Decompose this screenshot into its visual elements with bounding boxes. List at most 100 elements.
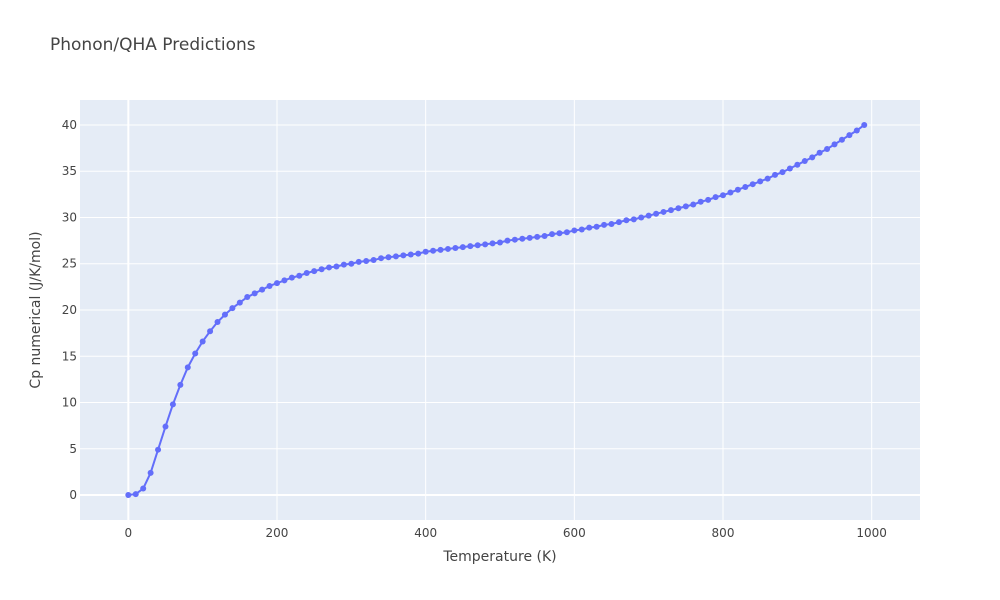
data-point[interactable]: [593, 223, 600, 230]
data-point[interactable]: [392, 253, 399, 260]
data-point[interactable]: [838, 136, 845, 143]
data-point[interactable]: [422, 248, 429, 255]
data-point[interactable]: [504, 237, 511, 244]
data-point[interactable]: [541, 232, 548, 239]
data-point[interactable]: [288, 274, 295, 281]
data-point[interactable]: [452, 245, 459, 252]
data-point[interactable]: [192, 350, 199, 357]
data-point[interactable]: [653, 210, 660, 217]
data-point[interactable]: [318, 266, 325, 273]
data-point[interactable]: [363, 257, 370, 264]
data-point[interactable]: [467, 243, 474, 250]
data-point[interactable]: [437, 246, 444, 253]
data-point[interactable]: [497, 239, 503, 246]
data-point[interactable]: [489, 240, 496, 247]
data-point[interactable]: [727, 189, 734, 196]
data-point[interactable]: [259, 286, 266, 293]
data-point[interactable]: [682, 203, 689, 210]
data-point[interactable]: [378, 255, 385, 262]
data-point[interactable]: [601, 221, 608, 228]
data-point[interactable]: [326, 264, 333, 271]
data-point[interactable]: [779, 169, 786, 176]
data-point[interactable]: [578, 226, 585, 233]
data-point[interactable]: [251, 290, 258, 297]
data-point[interactable]: [444, 245, 451, 252]
data-point[interactable]: [266, 282, 273, 289]
data-point[interactable]: [482, 241, 489, 248]
data-point[interactable]: [667, 207, 674, 214]
data-point[interactable]: [615, 219, 622, 226]
data-point[interactable]: [400, 252, 407, 259]
data-point[interactable]: [370, 257, 377, 264]
data-point[interactable]: [273, 280, 280, 287]
data-point[interactable]: [333, 263, 340, 270]
data-point[interactable]: [511, 236, 518, 243]
data-point[interactable]: [645, 212, 652, 219]
data-point[interactable]: [831, 141, 838, 148]
data-point[interactable]: [169, 401, 176, 408]
data-point[interactable]: [415, 250, 422, 257]
data-point[interactable]: [132, 491, 139, 498]
data-point[interactable]: [236, 299, 243, 306]
data-point[interactable]: [690, 201, 697, 208]
data-point[interactable]: [660, 208, 667, 215]
data-point[interactable]: [816, 149, 823, 156]
data-point[interactable]: [623, 217, 630, 224]
data-point[interactable]: [764, 175, 771, 182]
data-point[interactable]: [794, 161, 801, 168]
data-point[interactable]: [801, 158, 808, 165]
data-point[interactable]: [630, 216, 637, 223]
data-point[interactable]: [177, 381, 184, 388]
data-point[interactable]: [207, 328, 214, 335]
data-point[interactable]: [556, 230, 563, 237]
data-point[interactable]: [155, 446, 162, 453]
data-point[interactable]: [824, 146, 831, 153]
data-point[interactable]: [720, 192, 727, 199]
data-point[interactable]: [749, 181, 756, 188]
data-point[interactable]: [549, 231, 556, 238]
data-point[interactable]: [140, 485, 147, 492]
data-point[interactable]: [772, 171, 779, 178]
data-point[interactable]: [675, 205, 682, 212]
data-point[interactable]: [340, 261, 347, 268]
data-point[interactable]: [712, 194, 719, 201]
data-point[interactable]: [474, 242, 481, 249]
data-point[interactable]: [229, 305, 236, 312]
data-point[interactable]: [638, 214, 645, 221]
data-point[interactable]: [296, 272, 303, 279]
data-point[interactable]: [221, 311, 228, 318]
data-point[interactable]: [125, 492, 132, 499]
data-point[interactable]: [519, 235, 526, 242]
data-point[interactable]: [303, 270, 310, 276]
data-point[interactable]: [705, 196, 712, 203]
data-point[interactable]: [459, 244, 466, 251]
data-point[interactable]: [786, 165, 793, 172]
data-point[interactable]: [563, 229, 570, 236]
data-point[interactable]: [281, 277, 288, 284]
data-point[interactable]: [385, 254, 392, 261]
data-point[interactable]: [199, 338, 206, 345]
data-point[interactable]: [244, 294, 251, 301]
data-point[interactable]: [534, 233, 541, 240]
data-point[interactable]: [697, 198, 704, 205]
data-point[interactable]: [407, 251, 414, 258]
data-point[interactable]: [526, 234, 533, 241]
data-point[interactable]: [734, 186, 741, 193]
data-point[interactable]: [348, 260, 355, 267]
data-point[interactable]: [809, 154, 816, 161]
data-point[interactable]: [214, 319, 221, 326]
data-point[interactable]: [861, 121, 868, 128]
data-point[interactable]: [355, 258, 362, 265]
data-point[interactable]: [846, 132, 853, 139]
data-point[interactable]: [742, 183, 749, 190]
data-point[interactable]: [571, 227, 578, 234]
data-point[interactable]: [853, 127, 860, 134]
data-point[interactable]: [184, 364, 191, 371]
data-point[interactable]: [147, 469, 154, 476]
data-point[interactable]: [586, 224, 593, 231]
data-point[interactable]: [608, 220, 615, 227]
data-point[interactable]: [757, 178, 764, 185]
data-point[interactable]: [311, 268, 318, 275]
data-point[interactable]: [162, 423, 169, 430]
data-point[interactable]: [430, 247, 437, 254]
